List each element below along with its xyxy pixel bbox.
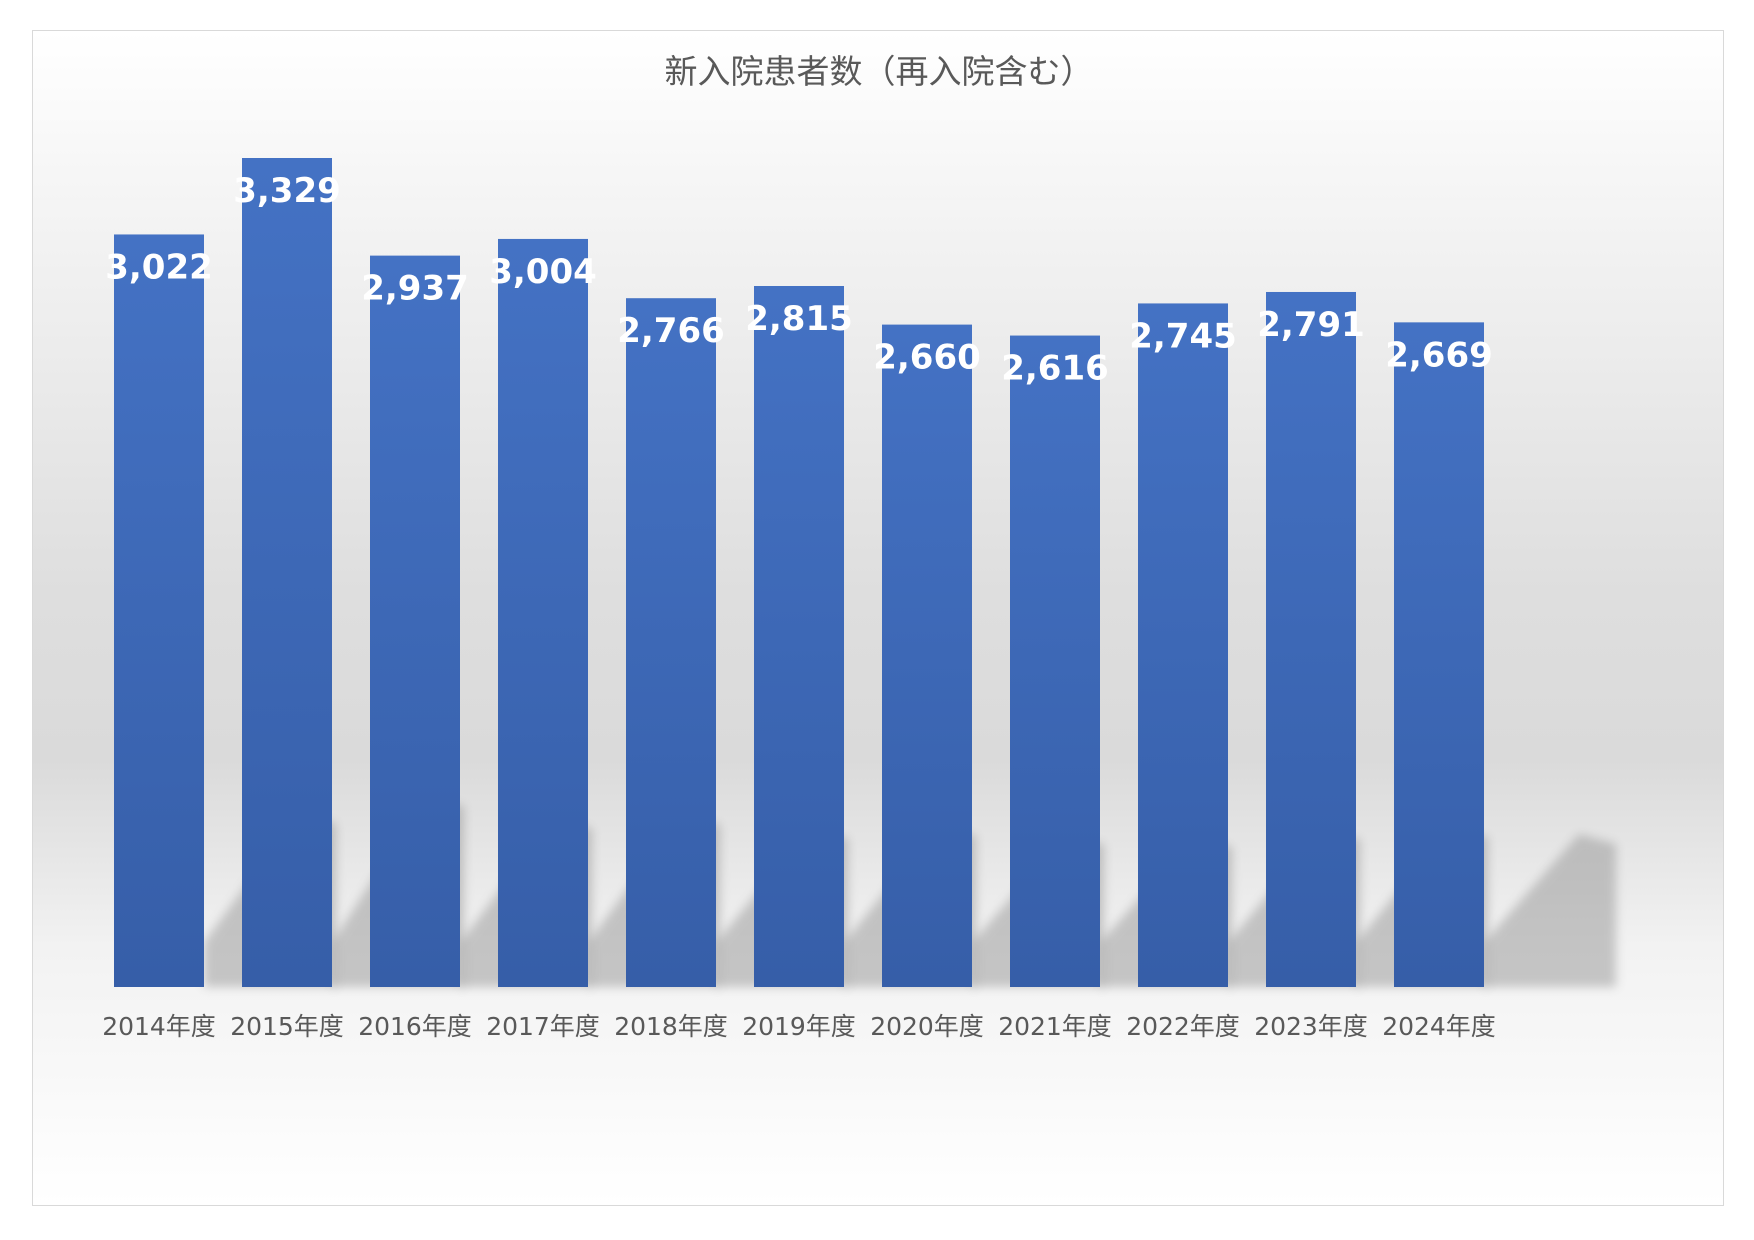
bar-2020年度	[882, 324, 972, 987]
value-labels: 3,022 3,329 2,937 3,004 2,766 2,815 2,660 2,616…	[105, 171, 1493, 389]
chart-title: 新入院患者数（再入院含む）	[665, 52, 1094, 91]
bar-2017年度	[498, 238, 588, 987]
bar-2023年度	[1266, 291, 1356, 988]
value-label: 2,745	[1129, 316, 1237, 356]
category-label: 2020年度	[870, 1012, 984, 1041]
bar-2015年度	[242, 158, 332, 987]
category-label: 2015年度	[230, 1012, 344, 1041]
bar-2024年度	[1394, 322, 1484, 987]
value-label: 3,004	[489, 252, 597, 292]
value-label: 2,791	[1257, 305, 1365, 345]
value-label: 2,937	[361, 269, 469, 309]
value-label: 2,660	[873, 338, 981, 378]
bar-2019年度	[754, 285, 844, 988]
category-label: 2022年度	[1126, 1012, 1240, 1041]
chart-area: 新入院患者数（再入院含む） 3,022 3,329 2,937 3,004 2,766 2…	[32, 30, 1724, 1206]
category-label: 2024年度	[1382, 1012, 1496, 1041]
bar-2018年度	[626, 298, 716, 988]
category-label: 2018年度	[614, 1012, 728, 1041]
value-label: 2,669	[1385, 335, 1493, 375]
category-label: 2019年度	[742, 1012, 856, 1041]
value-label: 3,329	[233, 171, 341, 211]
bars	[114, 158, 1484, 988]
value-label: 3,022	[105, 247, 213, 287]
category-label: 2021年度	[998, 1012, 1112, 1041]
bar-2021年度	[1010, 335, 1100, 987]
category-labels: 2014年度 2015年度 2016年度 2017年度 2018年度 2019年度 2020…	[102, 1012, 1496, 1041]
bar-2022年度	[1138, 303, 1228, 987]
bar-chart: 新入院患者数（再入院含む） 3,022 3,329 2,937 3,004 2,766 2…	[102, 52, 1616, 1041]
value-label: 2,815	[745, 299, 853, 339]
category-label: 2023年度	[1254, 1012, 1368, 1041]
value-label: 2,616	[1001, 349, 1109, 389]
category-label: 2014年度	[102, 1012, 216, 1041]
bar-shadow	[1484, 834, 1616, 987]
category-label: 2016年度	[358, 1012, 472, 1041]
bar-2014年度	[114, 234, 204, 987]
bar-2016年度	[370, 255, 460, 987]
category-label: 2017年度	[486, 1012, 600, 1041]
value-label: 2,766	[617, 311, 725, 351]
